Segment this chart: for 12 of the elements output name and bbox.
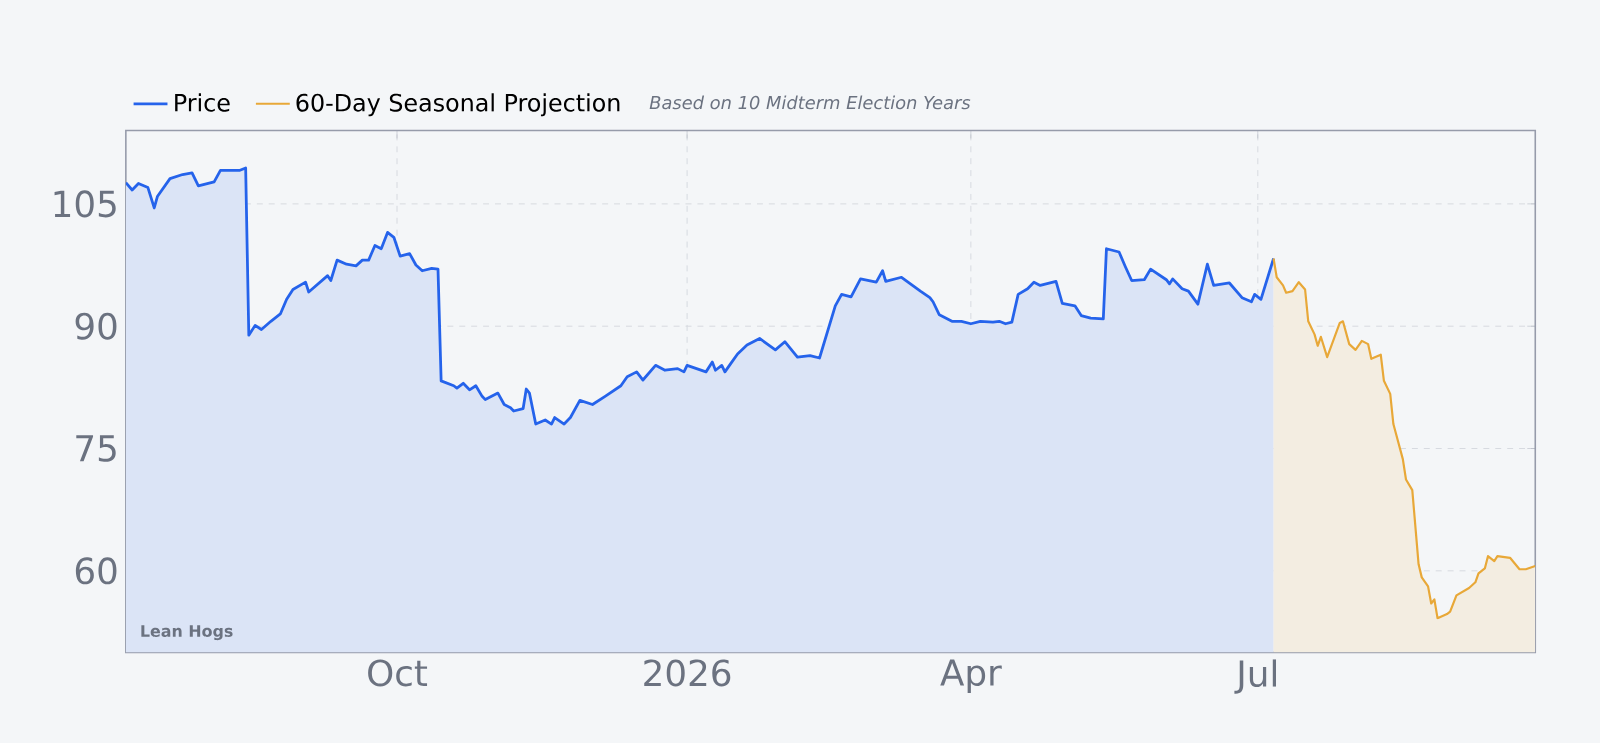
annotation: Lean Hogs xyxy=(141,625,233,641)
y-tick-label: 90 xyxy=(75,312,117,340)
text: Based on 10 Midterm Election Years xyxy=(649,95,971,110)
y-tick-label: 75 xyxy=(76,435,116,462)
y-tick-label: 105 xyxy=(54,190,116,218)
x-tick-label: 2026 xyxy=(644,659,731,687)
x-tick-label: Jul xyxy=(1234,659,1276,694)
x-tick-label: Apr xyxy=(940,659,1002,693)
legend-label: Price xyxy=(175,93,230,112)
y-tick-label: 60 xyxy=(75,557,117,585)
x-tick-label: Oct xyxy=(368,659,428,687)
legend-label: 60-Day Seasonal Projection xyxy=(296,93,620,117)
